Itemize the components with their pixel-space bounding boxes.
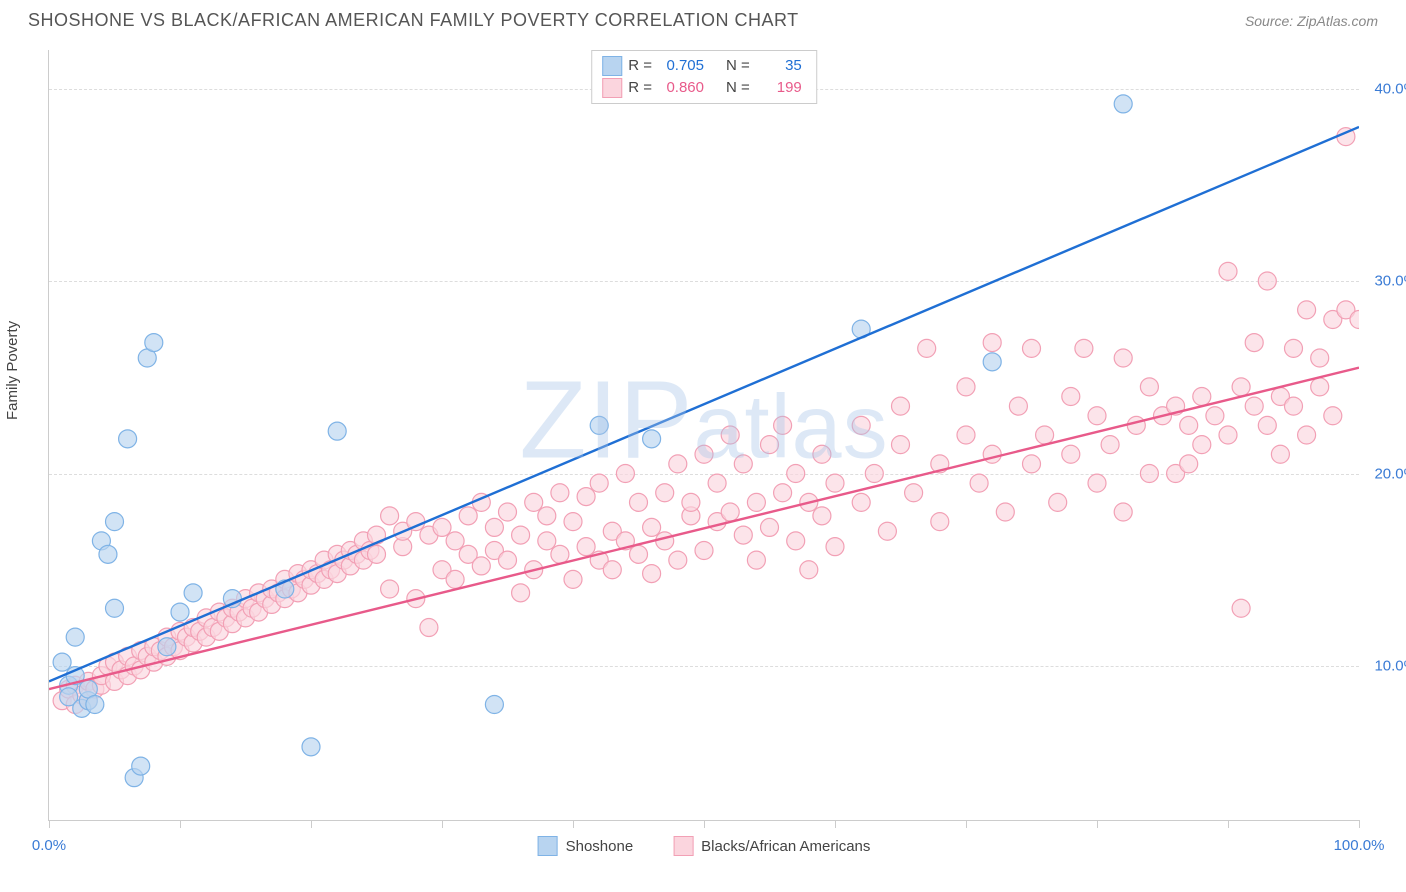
n-label: N =	[726, 55, 750, 77]
swatch-shoshone	[602, 56, 622, 76]
y-axis-label: Family Poverty	[4, 321, 21, 420]
r-value-shoshone: 0.705	[658, 55, 704, 77]
r-value-black: 0.860	[658, 77, 704, 99]
r-label: R =	[628, 77, 652, 99]
x-tick-label: 0.0%	[32, 837, 66, 854]
chart-plot-area: ZIPatlas 10.0%20.0%30.0%40.0%0.0%100.0% …	[48, 50, 1359, 821]
x-tick-label: 100.0%	[1334, 837, 1385, 854]
legend-swatch-black	[673, 836, 693, 856]
legend-item-shoshone: Shoshone	[538, 836, 634, 856]
legend-label-black: Blacks/African Americans	[701, 838, 870, 855]
n-label: N =	[726, 77, 750, 99]
y-tick-label: 10.0%	[1374, 658, 1406, 675]
n-value-black: 199	[756, 77, 802, 99]
r-label: R =	[628, 55, 652, 77]
source-attribution: Source: ZipAtlas.com	[1245, 13, 1378, 29]
y-tick-label: 30.0%	[1374, 273, 1406, 290]
n-value-shoshone: 35	[756, 55, 802, 77]
legend-swatch-shoshone	[538, 836, 558, 856]
scatter-svg	[49, 50, 1359, 820]
correlation-stats-box: R = 0.705 N = 35 R = 0.860 N = 199	[591, 50, 817, 104]
legend-label-shoshone: Shoshone	[566, 838, 634, 855]
legend-item-black: Blacks/African Americans	[673, 836, 870, 856]
y-tick-label: 20.0%	[1374, 465, 1406, 482]
swatch-black	[602, 78, 622, 98]
legend: Shoshone Blacks/African Americans	[538, 836, 871, 856]
chart-title: SHOSHONE VS BLACK/AFRICAN AMERICAN FAMIL…	[28, 10, 799, 31]
y-tick-label: 40.0%	[1374, 80, 1406, 97]
chart-header: SHOSHONE VS BLACK/AFRICAN AMERICAN FAMIL…	[0, 0, 1406, 37]
stat-row-shoshone: R = 0.705 N = 35	[602, 55, 802, 77]
stat-row-black: R = 0.860 N = 199	[602, 77, 802, 99]
